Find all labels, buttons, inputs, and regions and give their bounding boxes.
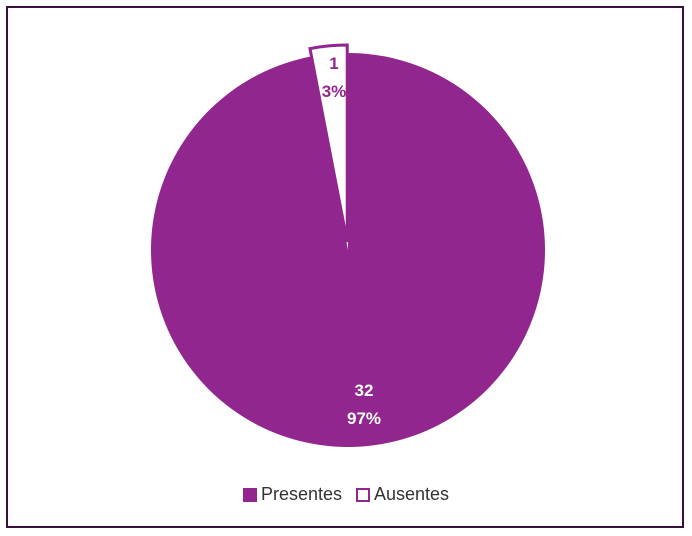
pie-slice-presentes <box>151 53 545 448</box>
legend-swatch-ausentes <box>355 487 370 502</box>
legend: Presentes Ausentes <box>0 484 692 505</box>
pie-slice-ausentes <box>308 43 349 243</box>
legend-label-presentes: Presentes <box>260 484 342 504</box>
data-label-percent-presentes: 97% <box>347 409 381 428</box>
legend-label-ausentes: Ausentes <box>373 484 450 504</box>
legend-swatch-presentes <box>242 487 257 502</box>
legend-item-presentes: Presentes <box>242 484 342 505</box>
legend-item-ausentes: Ausentes <box>355 484 450 505</box>
data-label-percent-ausentes: 3% <box>322 82 347 101</box>
data-label-value-ausentes: 1 <box>329 54 338 73</box>
data-label-value-presentes: 32 <box>355 381 374 400</box>
